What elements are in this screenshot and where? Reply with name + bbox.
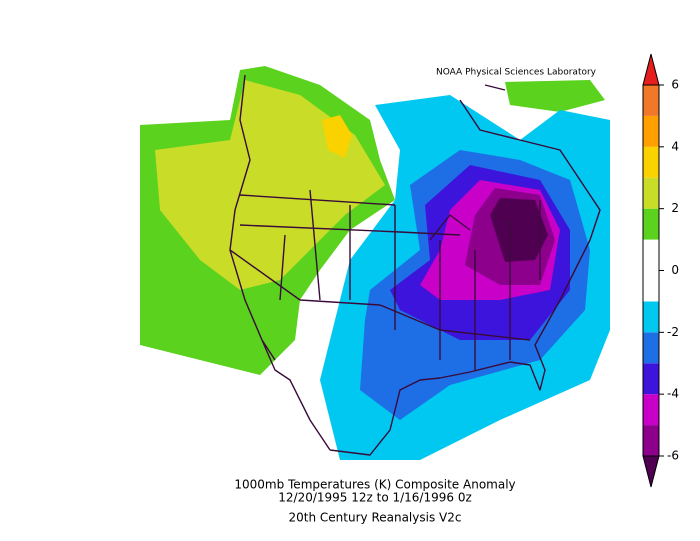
credit: NOAA Physical Sciences Laboratory — [436, 68, 597, 78]
colorbar-band — [643, 85, 659, 116]
colorbar: 6 4 2 0 -2 -4 -6 — [642, 53, 679, 488]
colorbar-band — [643, 146, 659, 178]
colorbar-tick-label: -2 — [667, 325, 679, 339]
cold-core — [490, 198, 548, 262]
warm-core — [322, 115, 352, 158]
warm-region — [505, 80, 605, 112]
anomaly-map: NOAA Physical Sciences Laboratory — [140, 65, 610, 460]
colorbar-band — [643, 177, 659, 209]
colorbar-tick-label: 2 — [671, 201, 679, 215]
colorbar-band — [643, 394, 659, 426]
caption-line: 1000mb Temperatures (K) Composite Anomal… — [234, 478, 515, 492]
colorbar-band — [643, 115, 659, 147]
colorbar-tick-label: 4 — [671, 139, 679, 153]
colorbar-tick-label: -6 — [667, 449, 679, 463]
colorbar-tick-label: -4 — [667, 387, 679, 401]
colorbar-band — [643, 363, 659, 395]
colorbar-tick-label: 0 — [671, 263, 679, 277]
colorbar-tick-label: 6 — [671, 78, 679, 92]
colorbar-band — [643, 239, 659, 302]
colorbar-band — [643, 332, 659, 364]
colorbar-band — [643, 208, 659, 240]
colorbar-extend — [642, 53, 660, 86]
colorbar-band — [643, 301, 659, 333]
colorbar-extend — [642, 455, 660, 488]
caption-line: 12/20/1995 12z to 1/16/1996 0z — [278, 491, 472, 505]
colorbar-band — [643, 425, 659, 456]
caption-line: 20th Century Reanalysis V2c — [289, 511, 462, 525]
